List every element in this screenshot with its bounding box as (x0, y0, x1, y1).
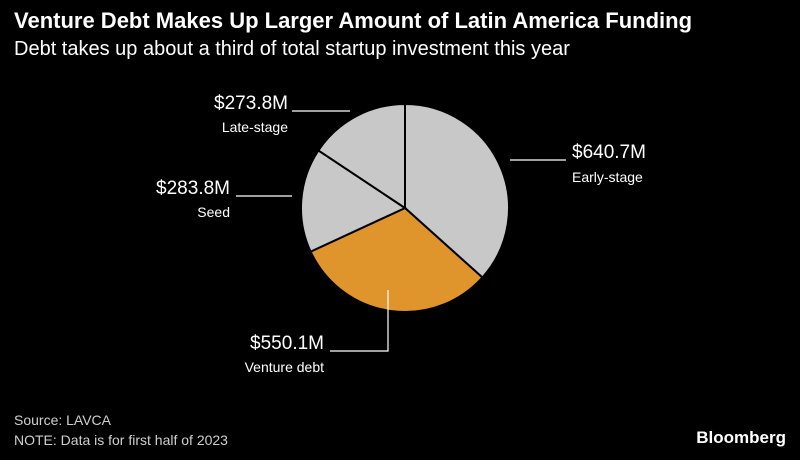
chart-title: Venture Debt Makes Up Larger Amount of L… (14, 8, 693, 33)
value-label-seed: $283.8M (156, 178, 230, 199)
pie-slice-early-stage (404, 102, 510, 279)
pie-slice-seed (300, 149, 408, 253)
value-label-early-stage: $640.7M (572, 142, 646, 163)
bloomberg-logo: Bloomberg (696, 428, 786, 447)
category-label-venture-debt: Venture debt (245, 359, 325, 375)
value-label-venture-debt: $550.1M (250, 333, 324, 354)
category-label-seed: Seed (197, 204, 230, 220)
category-label-early-stage: Early-stage (572, 169, 643, 185)
category-label-late-stage: Late-stage (222, 119, 288, 135)
value-label-late-stage: $273.8M (214, 93, 288, 114)
source-note: Source: LAVCA (14, 412, 112, 428)
pie-slice-venture-debt (309, 206, 484, 313)
leader-line-venture-debt (330, 290, 389, 352)
pie-slices (300, 102, 510, 313)
data-note: NOTE: Data is for first half of 2023 (14, 432, 228, 448)
slice-labels: $640.7M Early-stage $550.1M Venture debt $28… (156, 93, 646, 375)
pie-slice-late-stage (317, 102, 406, 210)
chart-subtitle: Debt takes up about a third of total sta… (14, 38, 570, 60)
leader-lines (236, 110, 566, 352)
